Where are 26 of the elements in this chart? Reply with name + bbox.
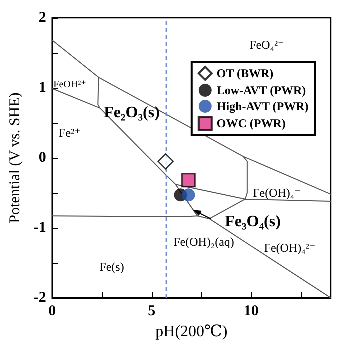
point: [182, 173, 196, 188]
y-tick-label: 0: [38, 150, 46, 166]
annotation: Fe(OH)₄⁻: [253, 186, 301, 200]
annotation: Fe(s): [100, 260, 124, 274]
legend-label: OWC (PWR): [216, 116, 286, 130]
x-tick-label: 10: [244, 304, 259, 320]
y-tick-label: 2: [38, 10, 46, 26]
y-tick-label: 1: [38, 80, 46, 96]
annotation: Fe(OH)₂(aq): [174, 235, 234, 249]
point: [158, 153, 174, 170]
annotation: Fe₂O₃(s): [104, 104, 160, 122]
y-axis-title: Potential (V vs. SHE): [8, 92, 24, 224]
annotation: Fe(OH)₄²⁻: [264, 241, 316, 255]
y-tick-label: -2: [34, 290, 46, 306]
legend-label: Low-AVT (PWR): [216, 84, 306, 98]
annotation: FeOH²⁺: [54, 80, 86, 90]
y-tick-label: -1: [34, 220, 46, 236]
annotation: Fe₃O₄(s): [225, 214, 281, 230]
x-tick-label: 5: [148, 304, 156, 320]
x-tick-label: 0: [48, 304, 56, 320]
legend-label: OT (BWR): [216, 66, 274, 80]
x-axis-title: pH(200℃): [156, 324, 228, 340]
annotation: Fe²⁺: [59, 126, 81, 140]
point: [182, 188, 196, 202]
legend-label: High-AVT (PWR): [216, 100, 309, 114]
annotation: FeO₄²⁻: [250, 38, 284, 52]
